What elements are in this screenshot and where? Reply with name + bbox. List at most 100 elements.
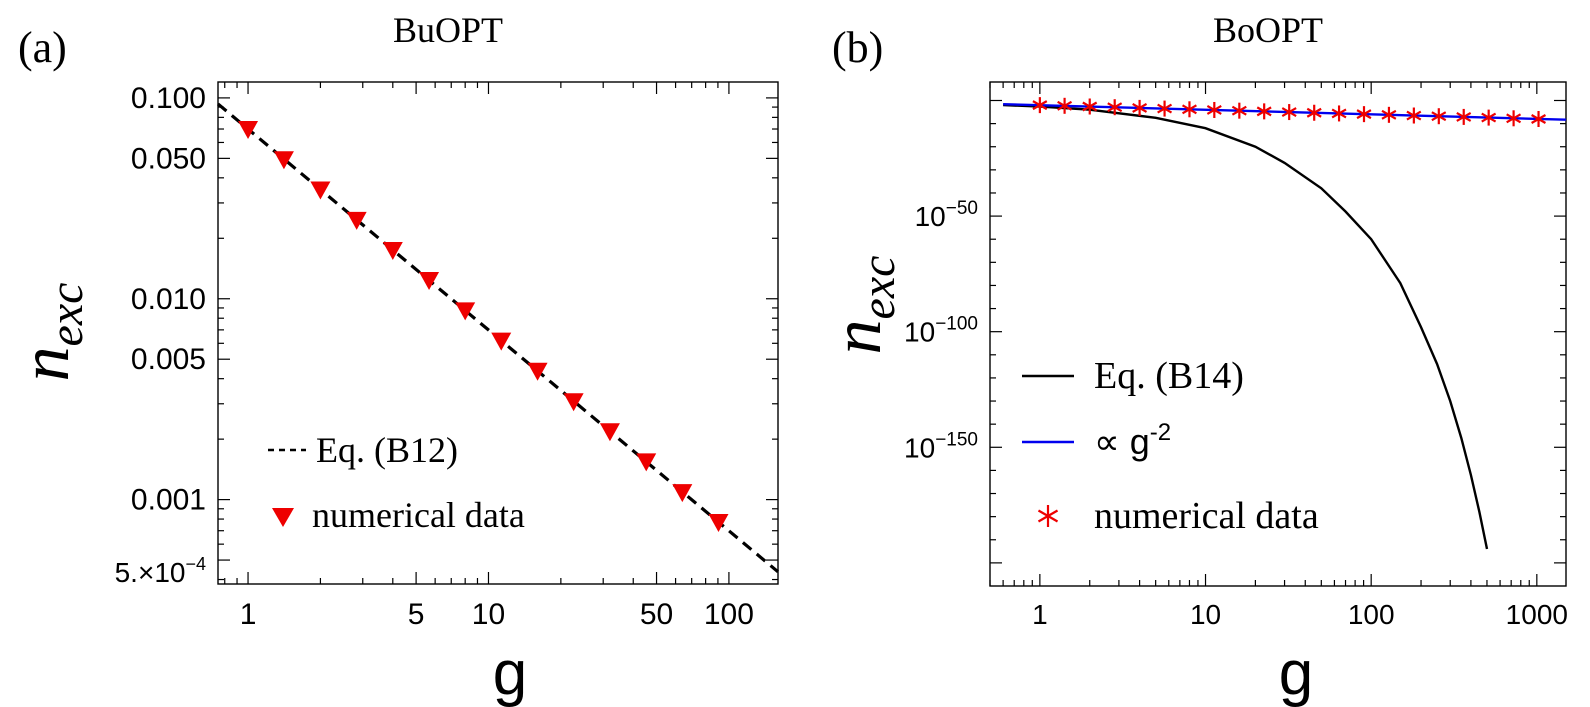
panel-b-data-point-stroke [1506, 113, 1522, 124]
panel-b-data-point-stroke [1032, 100, 1048, 111]
panel-a-legend-triangle-swatch [272, 508, 294, 527]
panel-a-ylabel-sub: exc [40, 283, 93, 347]
panel-a-ytick-label: 0.050 [131, 142, 206, 175]
panel-b-data-point [1506, 110, 1522, 127]
panel-b-data-point-stroke [1481, 112, 1497, 123]
panel-a-legend: Eq. (B12) numerical data [268, 430, 525, 535]
panel-b-ytick-base: 10 [904, 317, 935, 348]
panel-b-data-point [1481, 109, 1497, 126]
panel-b-legend-label-2-base: ∝ g [1094, 421, 1150, 462]
panel-b-ytick-base: 10 [904, 432, 935, 463]
panel-b-ytick-base: 10 [915, 201, 946, 232]
panel-b-ytick-label: 10−50 [915, 198, 978, 232]
panel-b-data-point-stroke [1356, 109, 1372, 120]
panel-a-xtick-label: 10 [472, 598, 505, 631]
panel-b-ylabel: nexc [819, 256, 905, 355]
panel-b-series [1003, 97, 1567, 550]
panel-a-data-point [563, 393, 584, 412]
panel-a-data-point [599, 423, 620, 442]
panel-b-data-point-stroke [1231, 105, 1247, 116]
panel-a-ylabel: nexc [7, 283, 93, 382]
panel-b-data-point [1356, 106, 1372, 123]
panel-b-data-point-stroke [1456, 111, 1472, 122]
panel-a-title: BuOPT [393, 10, 503, 50]
panel-b-ytick-exponent: −150 [935, 429, 978, 450]
panel-b-data-point [1306, 104, 1322, 121]
panel-b-ylabel-sub: exc [852, 256, 905, 320]
panel-a-ylabel-base: n [7, 346, 84, 381]
panel-a-data-point [708, 514, 729, 533]
panel-b-data-point [1206, 101, 1222, 118]
panel-b-data-point-stroke [1531, 114, 1547, 124]
panel-b-data-point-stroke [1132, 102, 1148, 113]
panel-b-data-point-stroke [1281, 107, 1297, 118]
panel-a-ytick-label: 0.100 [131, 82, 206, 115]
panel-a-data-point [491, 332, 512, 351]
panel-b-ticks [989, 82, 1566, 586]
panel-b-data-point [1456, 108, 1472, 125]
panel-b-data-point-stroke [1082, 101, 1098, 112]
panel-b-legend: Eq. (B14) ∝ g-2 numerical data [1022, 355, 1319, 537]
panel-a-xtick-label: 100 [704, 598, 754, 631]
panel-a: (a) BuOPT 1 5 10 50 100 0.100 0.050 0.010 0.005… [7, 10, 780, 707]
panel-b-data-point-stroke [1431, 111, 1447, 122]
panel-a-xtick-label: 1 [240, 598, 257, 631]
panel-b-data-point [1531, 110, 1547, 127]
panel-b-data-point [1231, 102, 1247, 119]
panel-b-data-point-stroke [1306, 107, 1322, 118]
panel-b-legend-asterisk [1037, 505, 1059, 527]
panel-b-data-point-stroke [1331, 108, 1347, 119]
panel-b-legend-label-3: numerical data [1094, 495, 1319, 537]
panel-b-data-point [1057, 97, 1073, 114]
panel-b-legend-label-2: ∝ g-2 [1094, 419, 1171, 462]
panel-b-xtick-label: 10 [1190, 599, 1221, 630]
panel-b-title: BoOPT [1213, 10, 1323, 50]
panel-b-data-point [1181, 101, 1197, 118]
panel-a-data-point [636, 453, 657, 472]
panel-b-data-point [1431, 108, 1447, 125]
panel-b-xtick-label: 1 [1032, 599, 1048, 630]
panel-b-data-point-stroke [1381, 109, 1397, 120]
panel-b-label: (b) [832, 23, 883, 72]
panel-b-data-point [1381, 106, 1397, 123]
panel-a-plot-frame [217, 81, 779, 585]
panel-b-data-point-stroke [1057, 100, 1073, 111]
panel-a-xtick-label: 50 [640, 598, 673, 631]
panel-b-ytick-exponent: −100 [935, 314, 978, 335]
panel-a-data-point [672, 484, 693, 503]
panel-a-data-point [238, 121, 259, 140]
panel-b-data-point-stroke [1206, 105, 1222, 115]
panel-b-xtick-labels: 1 10 100 1000 [1032, 599, 1568, 630]
panel-a-data-point [273, 151, 294, 170]
panel-a-ytick-special-exponent: −4 [185, 554, 206, 574]
panel-b-xlabel: g [1279, 639, 1313, 707]
panel-b-ytick-label: 10−150 [904, 429, 978, 463]
panel-a-ytick-label: 0.001 [131, 484, 206, 517]
panel-b-data-point [1082, 98, 1098, 115]
panel-a-ytick-label: 0.005 [131, 343, 206, 376]
panel-a-data-point [455, 302, 476, 321]
panel-a-xlabel: g [493, 639, 527, 707]
panel-b-data-point [1256, 103, 1272, 120]
panel-a-legend-label-2: numerical data [312, 495, 525, 535]
panel-b-legend-label-2-sup: -2 [1150, 419, 1171, 446]
panel-b-power-law-line [1003, 102, 1567, 121]
panel-b-data-point-stroke [1157, 103, 1173, 114]
panel-b-data-point [1406, 107, 1422, 124]
panel-a-data-point [382, 241, 403, 260]
panel-b-xtick-label: 1000 [1506, 599, 1568, 630]
panel-a-data-point [346, 211, 367, 230]
panel-a-ytick-labels: 0.100 0.050 0.010 0.005 0.001 [131, 82, 206, 517]
panel-b-data-point [1157, 100, 1173, 117]
panel-a-ytick-label: 0.010 [131, 283, 206, 316]
panel-b-data-point [1107, 99, 1123, 116]
panel-a-xtick-labels: 1 5 10 50 100 [240, 598, 754, 631]
panel-b-data-point [1032, 97, 1048, 114]
panel-b-data-point-stroke [1107, 102, 1123, 113]
panel-a-legend-label-1: Eq. (B12) [316, 430, 458, 470]
panel-b-data-point [1281, 104, 1297, 121]
panel-a-ytick-special-mantissa: 5.×10 [115, 557, 186, 588]
panel-b-ylabel-base: n [819, 319, 896, 354]
